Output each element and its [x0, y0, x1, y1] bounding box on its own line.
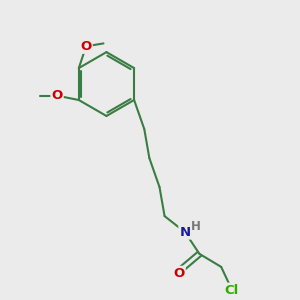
- Text: O: O: [80, 40, 92, 53]
- Text: Cl: Cl: [224, 284, 238, 297]
- Text: H: H: [191, 220, 201, 233]
- Text: N: N: [179, 226, 191, 238]
- Text: O: O: [51, 89, 63, 102]
- Text: O: O: [173, 267, 185, 280]
